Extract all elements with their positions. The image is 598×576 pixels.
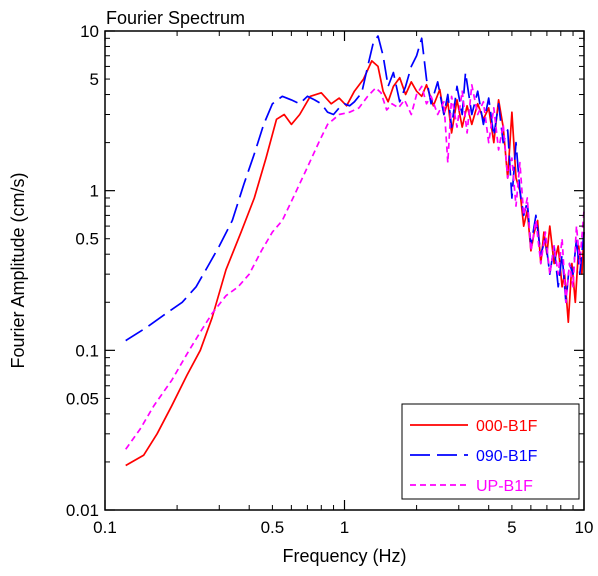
y-tick-label: 10 bbox=[80, 22, 99, 41]
series-line-090-b1f bbox=[125, 35, 585, 342]
y-axis-label: Fourier Amplitude (cm/s) bbox=[8, 172, 28, 368]
x-tick-label: 10 bbox=[575, 518, 594, 537]
y-tick-label: 0.1 bbox=[75, 341, 99, 360]
legend-label-090-b1f: 090-B1F bbox=[476, 448, 538, 465]
y-tick-label: 0.05 bbox=[66, 389, 99, 408]
y-tick-label: 0.5 bbox=[75, 230, 99, 249]
x-tick-label: 0.1 bbox=[93, 518, 117, 537]
series-line-up-b1f bbox=[125, 83, 585, 450]
legend-label-up-b1f: UP-B1F bbox=[476, 478, 533, 495]
legend-label-000-b1f: 000-B1F bbox=[476, 418, 538, 435]
ticks-layer: 0.1 0.5 1 5 10 0.01 0.05 0.1 0.5 1 5 10 bbox=[66, 22, 594, 537]
x-tick-label: 5 bbox=[507, 518, 516, 537]
y-tick-label: 0.01 bbox=[66, 501, 99, 520]
y-tick-label: 1 bbox=[90, 182, 99, 201]
y-tick-label: 5 bbox=[90, 70, 99, 89]
x-axis-label: Frequency (Hz) bbox=[282, 546, 406, 566]
chart-title: Fourier Spectrum bbox=[106, 8, 245, 28]
series-layer bbox=[125, 35, 585, 467]
x-tick-label: 1 bbox=[340, 518, 349, 537]
legend-box bbox=[401, 403, 580, 500]
x-tick-label: 0.5 bbox=[261, 518, 285, 537]
legend: 000-B1F 090-B1F UP-B1F bbox=[401, 403, 580, 500]
